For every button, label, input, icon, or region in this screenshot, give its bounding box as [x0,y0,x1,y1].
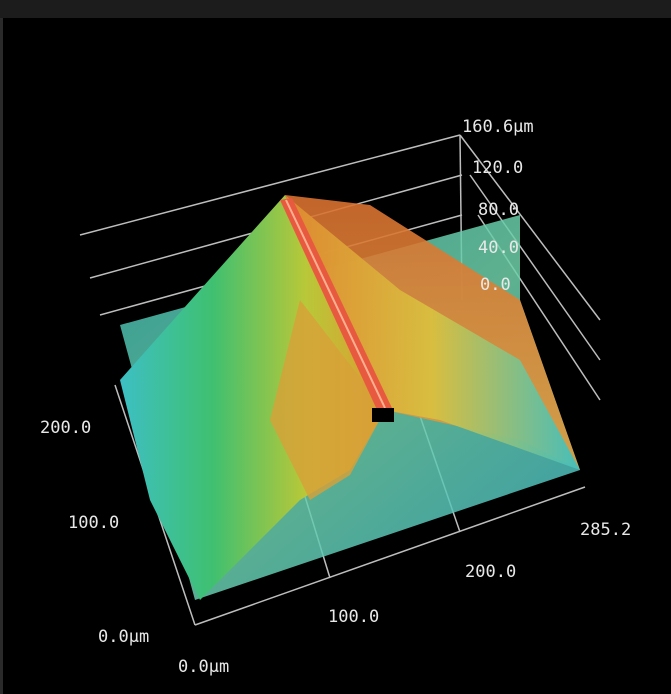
z-tick-label: 120.0 [472,158,523,178]
y-tick-label: 200.0 [40,418,91,438]
y-axis-labels: 200.0 100.0 0.0μm [40,418,149,647]
z-tick-label: 80.0 [478,200,519,220]
z-tick-label: 160.6μm [462,117,534,137]
z-tick-label: 0.0 [480,275,511,295]
x-tick-label: 285.2 [580,520,631,540]
x-tick-label: 0.0μm [178,657,229,677]
x-tick-label: 200.0 [465,562,516,582]
y-tick-label: 0.0μm [98,627,149,647]
title-bar [0,0,671,18]
y-tick-label: 100.0 [68,513,119,533]
surface-view: 160.6μm 120.0 80.0 40.0 0.0 200.0 100.0 … [0,0,671,694]
x-tick-label: 100.0 [328,607,379,627]
left-border [0,18,3,694]
z-tick-label: 40.0 [478,238,519,258]
